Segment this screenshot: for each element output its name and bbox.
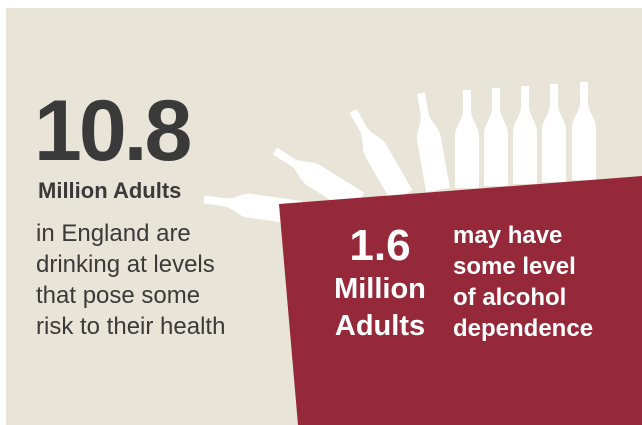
primary-stat-label: Million Adults (38, 178, 182, 203)
secondary-desc-line: some level (453, 253, 576, 280)
secondary-stat-description: may have some level of alcohol dependenc… (453, 220, 593, 344)
secondary-desc-line: may have (453, 222, 563, 249)
primary-desc-line: that pose some (36, 282, 201, 309)
secondary-stat-value: 1.6 (349, 221, 411, 270)
secondary-stat-label-line: Adults (334, 310, 426, 342)
primary-desc-line: risk to their health (36, 313, 226, 340)
dependence-panel (279, 176, 642, 425)
primary-desc-line: drinking at levels (36, 251, 215, 278)
secondary-stat: 1.6 Million Adults (320, 221, 440, 345)
primary-stat-value: 10.8 (34, 83, 192, 179)
primary-desc-line: in England are (36, 220, 191, 247)
secondary-desc-line: of alcohol (453, 284, 567, 311)
primary-stat-description: in England are drinking at levels that p… (36, 218, 276, 342)
infographic-card: 10.8 Million Adults in England are drink… (6, 8, 642, 425)
secondary-desc-line: dependence (453, 315, 594, 342)
secondary-stat-label-line: Million (334, 273, 426, 305)
